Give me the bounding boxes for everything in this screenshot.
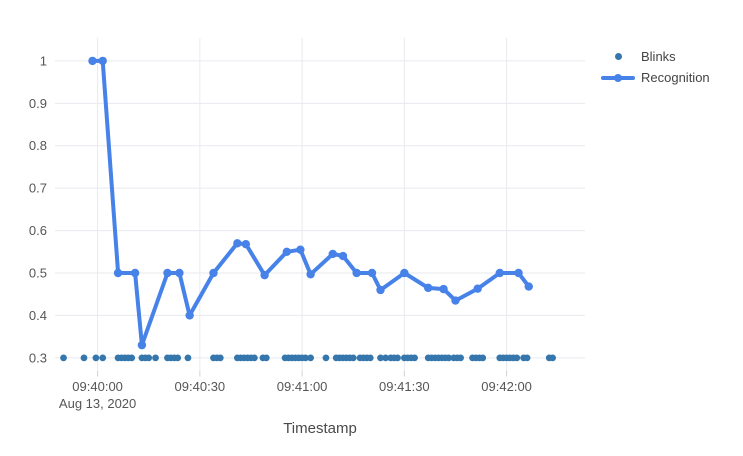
blink-point xyxy=(457,354,464,362)
recognition-point xyxy=(185,311,194,320)
recognition-markers xyxy=(88,56,533,350)
blink-point xyxy=(382,354,390,362)
legend-item-recognition[interactable]: Recognition xyxy=(599,67,710,88)
blink-point xyxy=(377,354,384,362)
blink-point xyxy=(216,354,224,362)
x-tick-label: 09:40:00 xyxy=(72,379,123,394)
recognition-point xyxy=(163,268,172,278)
x-tick-marks xyxy=(97,371,508,377)
recognition-point xyxy=(338,251,348,261)
recognition-point xyxy=(524,282,533,291)
blinks-marker-icon xyxy=(599,53,637,60)
recognition-point xyxy=(282,247,291,256)
blink-point xyxy=(411,354,418,362)
blink-point xyxy=(322,354,330,362)
y-tick-label: 0.4 xyxy=(29,308,47,323)
recognition-point xyxy=(376,285,385,295)
blink-point xyxy=(302,354,309,362)
blink-point xyxy=(60,354,67,362)
legend: Blinks Recognition xyxy=(599,46,710,88)
blink-point xyxy=(174,354,182,362)
x-tick-label: 09:41:00 xyxy=(277,379,328,394)
recognition-point xyxy=(473,284,482,293)
recognition-point xyxy=(260,270,269,280)
recognition-point xyxy=(424,283,433,293)
recognition-point xyxy=(328,249,337,259)
recognition-point xyxy=(130,268,140,278)
blink-point xyxy=(549,354,557,362)
recognition-point xyxy=(175,268,184,278)
blink-point xyxy=(262,354,270,362)
blinks-series xyxy=(60,354,557,362)
y-tick-label: 0.3 xyxy=(29,350,47,365)
blink-point xyxy=(80,354,88,362)
recognition-point xyxy=(451,296,460,305)
recognition-point xyxy=(495,268,504,278)
blink-point xyxy=(513,354,521,362)
blink-point xyxy=(445,354,453,362)
y-tick-label: 0.8 xyxy=(29,138,47,153)
blink-point xyxy=(128,354,136,362)
blink-point xyxy=(99,354,107,362)
blink-point xyxy=(523,354,531,362)
blink-point xyxy=(92,354,100,362)
blink-point xyxy=(152,354,159,362)
blink-point xyxy=(349,354,357,362)
recognition-point xyxy=(88,56,97,66)
recognition-point xyxy=(514,268,523,278)
blink-point xyxy=(307,354,315,362)
recognition-point xyxy=(367,268,377,278)
recognition-point xyxy=(306,270,315,279)
x-axis-date-label: Aug 13, 2020 xyxy=(59,396,136,411)
x-tick-labels: 09:40:00 09:40:30 09:41:00 09:41:30 09:42:00… xyxy=(59,379,532,411)
y-tick-label: 0.5 xyxy=(29,266,47,281)
recognition-marker-icon xyxy=(599,73,637,82)
x-tick-label: 09:41:30 xyxy=(379,379,430,394)
recognition-line xyxy=(90,58,531,348)
y-tick-labels: 0.3 0.4 0.5 0.6 0.7 0.8 0.9 1 xyxy=(29,53,47,365)
recognition-point xyxy=(241,239,251,249)
x-axis-title: Timestamp xyxy=(283,420,357,437)
y-tick-label: 0.7 xyxy=(29,181,47,196)
y-tick-label: 1 xyxy=(40,53,47,68)
recognition-point xyxy=(439,284,448,294)
recognition-point xyxy=(400,268,409,278)
blink-point xyxy=(250,354,258,362)
y-tick-label: 0.6 xyxy=(29,223,47,238)
recognition-point xyxy=(113,268,123,278)
recognition-point xyxy=(296,245,305,254)
recognition-point xyxy=(352,268,361,278)
legend-label-recognition: Recognition xyxy=(641,70,710,85)
recognition-point xyxy=(233,239,242,248)
recognition-point xyxy=(137,340,147,350)
blink-point xyxy=(394,354,401,362)
blink-point xyxy=(184,354,192,362)
blink-point xyxy=(479,354,487,362)
legend-item-blinks[interactable]: Blinks xyxy=(599,46,710,67)
recognition-point xyxy=(98,56,107,66)
blink-point xyxy=(366,354,374,362)
legend-label-blinks: Blinks xyxy=(641,49,676,64)
x-tick-label: 09:42:00 xyxy=(481,379,532,394)
recognition-point xyxy=(209,268,218,278)
blink-point xyxy=(145,354,153,362)
y-tick-label: 0.9 xyxy=(29,96,47,111)
x-tick-label: 09:40:30 xyxy=(175,379,226,394)
gridlines xyxy=(55,38,585,371)
